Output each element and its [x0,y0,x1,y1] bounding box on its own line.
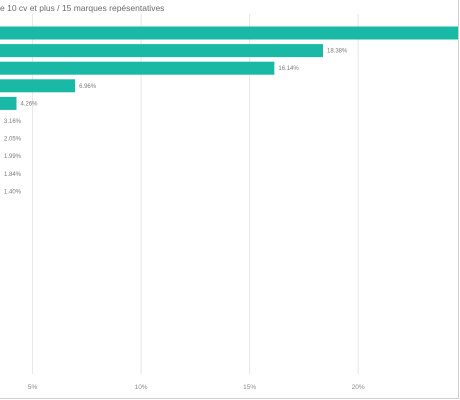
x-tick-label: 15% [243,384,256,391]
chart-title: e 10 cv et plus / 15 marques repésentati… [0,3,165,13]
bar-value-label: 4.26% [20,101,38,107]
bar[interactable] [0,44,323,58]
bar-value-label: 6.96% [79,84,97,90]
bar[interactable] [0,26,458,40]
bar-value-label: 18.38% [327,49,348,55]
bar-value-label: 1.99% [4,154,22,160]
bar[interactable] [0,96,17,110]
bar-value-label: 2.05% [4,137,22,143]
x-tick-label: 20% [352,384,365,391]
bar-value-label: 16.14% [278,66,299,72]
bar-value-label: 1.40% [4,189,22,195]
x-tick-label: 5% [28,384,38,391]
x-tick-label: 10% [135,384,148,391]
bar[interactable] [0,79,76,93]
bar-value-label: 1.84% [4,172,22,178]
bar-value-label: 3.16% [4,119,22,125]
bar[interactable] [0,61,275,75]
